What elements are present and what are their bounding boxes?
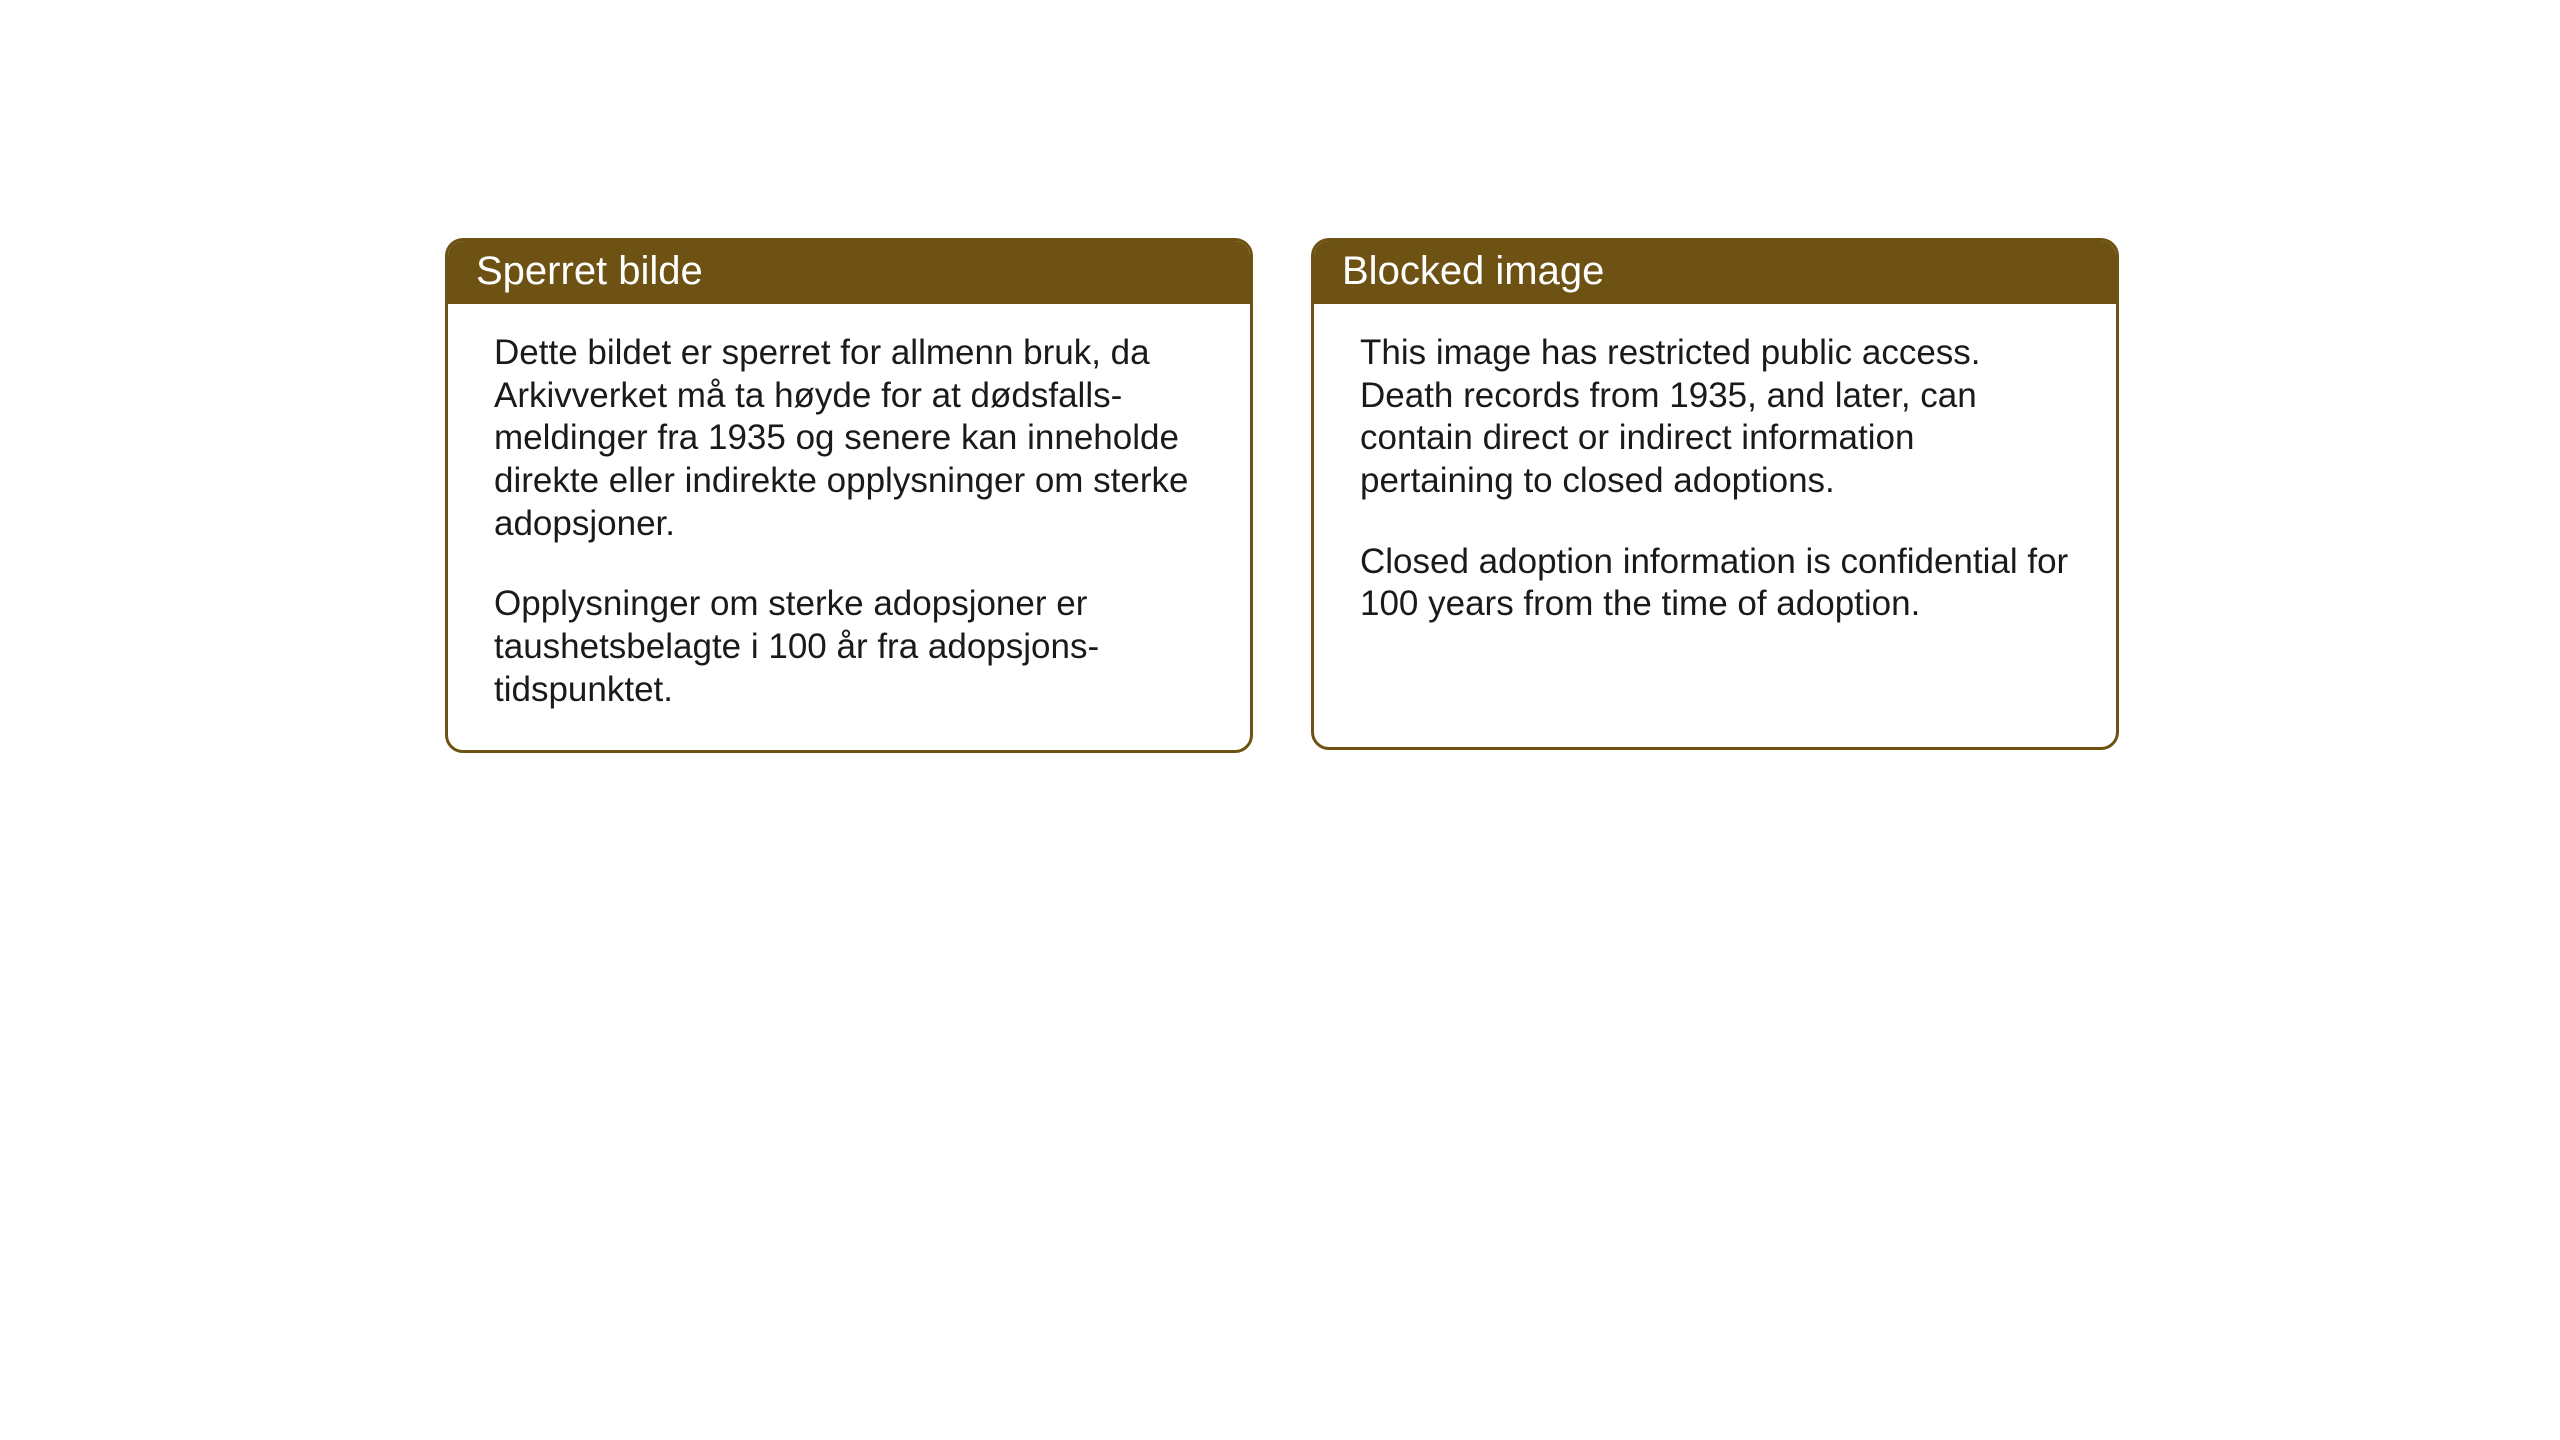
notice-card-english: Blocked image This image has restricted … bbox=[1311, 238, 2119, 750]
notice-header-english: Blocked image bbox=[1314, 241, 2116, 304]
notice-paragraph: Opplysninger om sterke adopsjoner er tau… bbox=[494, 583, 1204, 711]
notice-card-norwegian: Sperret bilde Dette bildet er sperret fo… bbox=[445, 238, 1253, 753]
notice-paragraph: This image has restricted public access.… bbox=[1360, 332, 2070, 503]
notice-body-norwegian: Dette bildet er sperret for allmenn bruk… bbox=[448, 304, 1250, 750]
notice-paragraph: Dette bildet er sperret for allmenn bruk… bbox=[494, 332, 1204, 545]
notice-body-english: This image has restricted public access.… bbox=[1314, 304, 2116, 664]
notice-header-norwegian: Sperret bilde bbox=[448, 241, 1250, 304]
notice-paragraph: Closed adoption information is confident… bbox=[1360, 541, 2070, 626]
notice-container: Sperret bilde Dette bildet er sperret fo… bbox=[445, 238, 2119, 753]
